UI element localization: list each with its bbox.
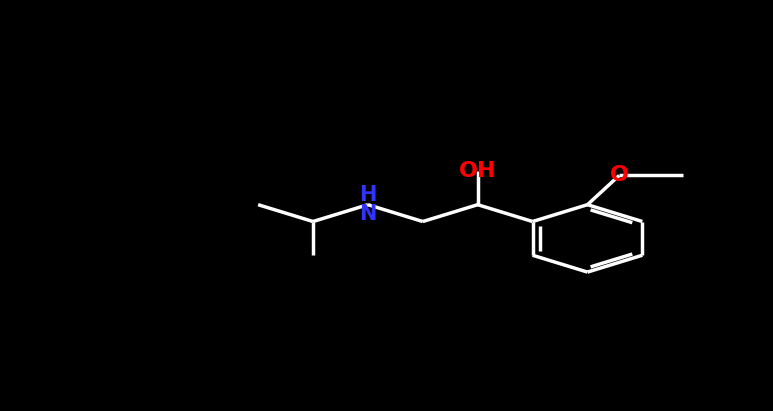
Text: OH: OH [459, 161, 496, 181]
Text: O: O [610, 166, 628, 185]
Text: H
N: H N [359, 185, 376, 224]
